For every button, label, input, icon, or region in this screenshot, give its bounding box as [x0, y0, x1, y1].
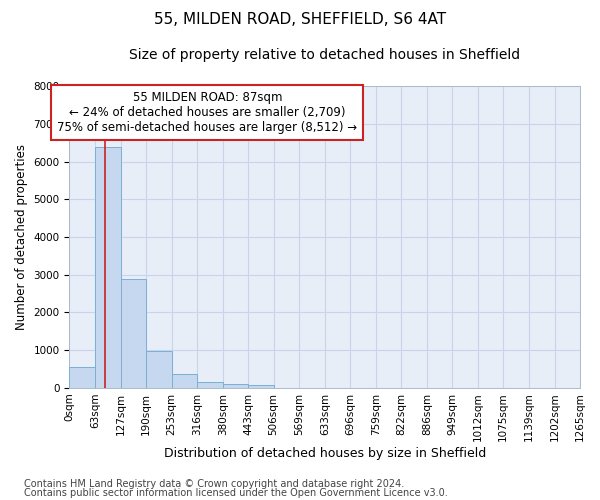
Bar [172, 374, 197, 388]
Bar [70, 366, 95, 388]
Text: 55 MILDEN ROAD: 87sqm
← 24% of detached houses are smaller (2,709)
75% of semi-d: 55 MILDEN ROAD: 87sqm ← 24% of detached … [57, 91, 358, 134]
Bar [197, 382, 223, 388]
Bar [248, 385, 274, 388]
Y-axis label: Number of detached properties: Number of detached properties [15, 144, 28, 330]
Text: Contains public sector information licensed under the Open Government Licence v3: Contains public sector information licen… [24, 488, 448, 498]
Title: Size of property relative to detached houses in Sheffield: Size of property relative to detached ho… [129, 48, 520, 62]
Bar [146, 352, 172, 388]
Text: Contains HM Land Registry data © Crown copyright and database right 2024.: Contains HM Land Registry data © Crown c… [24, 479, 404, 489]
Bar [95, 146, 121, 388]
Text: 55, MILDEN ROAD, SHEFFIELD, S6 4AT: 55, MILDEN ROAD, SHEFFIELD, S6 4AT [154, 12, 446, 28]
Bar [121, 278, 146, 388]
X-axis label: Distribution of detached houses by size in Sheffield: Distribution of detached houses by size … [164, 447, 486, 460]
Bar [223, 384, 248, 388]
